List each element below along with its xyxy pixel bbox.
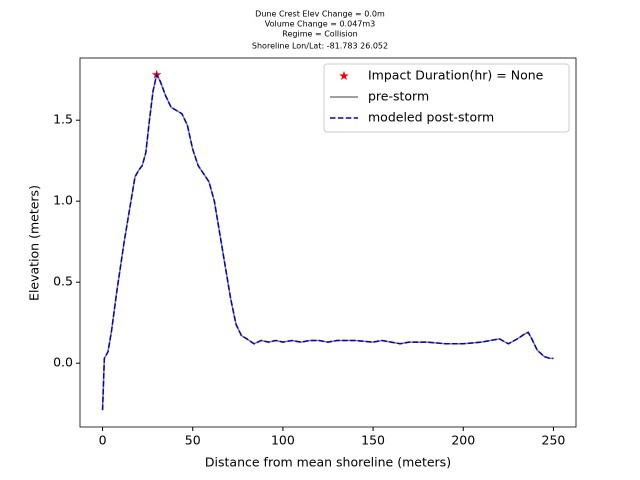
y-tick-label: 0.5 (53, 274, 73, 289)
y-tick-label: 1.0 (53, 193, 73, 208)
x-tick-label: 50 (185, 433, 201, 448)
y-tick-label: 0.0 (53, 355, 73, 370)
title-line: Dune Crest Elev Change = 0.0m (255, 10, 385, 19)
x-tick-label: 150 (361, 433, 385, 448)
legend-label: Impact Duration(hr) = None (368, 68, 544, 83)
y-axis-label: Elevation (meters) (27, 185, 42, 301)
legend-marker (339, 71, 349, 81)
legend-label: modeled post-storm (368, 110, 494, 125)
x-axis-label: Distance from mean shoreline (meters) (205, 455, 451, 470)
legend-label: pre-storm (368, 89, 429, 104)
title-line: Volume Change = 0.047m3 (265, 20, 376, 29)
title-line: Regime = Collision (282, 30, 357, 39)
x-tick-label: 200 (451, 433, 475, 448)
y-tick-label: 1.5 (53, 112, 73, 127)
profile-line (101, 72, 554, 411)
x-tick-label: 100 (271, 433, 295, 448)
x-tick-label: 0 (99, 433, 107, 448)
legend-box (323, 63, 570, 133)
plot-frame (79, 57, 577, 428)
title-line: Shoreline Lon/Lat: -81.783 26.052 (252, 42, 388, 51)
x-tick-label: 250 (542, 433, 566, 448)
